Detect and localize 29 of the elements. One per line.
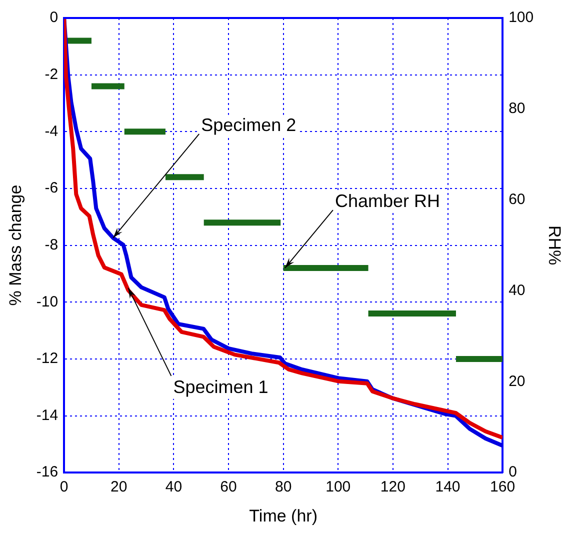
y-tick-label: -2 bbox=[44, 66, 58, 83]
y-tick-label: -8 bbox=[44, 236, 58, 254]
x-tick-label: 80 bbox=[274, 478, 292, 496]
y2-tick-label: 60 bbox=[508, 190, 526, 208]
y-tick-label: -6 bbox=[44, 180, 58, 197]
x-tick-label: 60 bbox=[220, 478, 237, 496]
y-tick-label: -14 bbox=[36, 406, 58, 424]
y-tick-label: -10 bbox=[36, 293, 58, 310]
x-tick-label: 160 bbox=[490, 478, 516, 496]
y-tick-label: -16 bbox=[36, 464, 58, 481]
y-tick-label: 0 bbox=[50, 9, 58, 26]
x-tick-label: 20 bbox=[110, 478, 128, 496]
y-tick-label: -4 bbox=[44, 122, 58, 140]
x-tick-label: 100 bbox=[326, 478, 351, 496]
y-axis-title: % Mass change bbox=[6, 184, 25, 306]
y2-tick-label: 40 bbox=[508, 282, 526, 299]
x-tick-label: 120 bbox=[380, 478, 406, 496]
x-axis-title: Time (hr) bbox=[249, 506, 318, 526]
annotation: Specimen 1 bbox=[173, 376, 268, 397]
annotation: Specimen 2 bbox=[201, 114, 296, 135]
y2-tick-label: 100 bbox=[508, 9, 534, 26]
x-tick-label: 140 bbox=[435, 478, 460, 496]
y2-tick-label: 0 bbox=[508, 464, 517, 481]
y2-tick-label: 20 bbox=[508, 372, 526, 390]
x-tick-label: 40 bbox=[165, 478, 182, 496]
y-tick-label: -12 bbox=[36, 350, 58, 368]
annotation: Chamber RH bbox=[334, 191, 440, 211]
y2-tick-label: 80 bbox=[508, 100, 526, 118]
y2-axis-title: RH% bbox=[545, 225, 564, 266]
